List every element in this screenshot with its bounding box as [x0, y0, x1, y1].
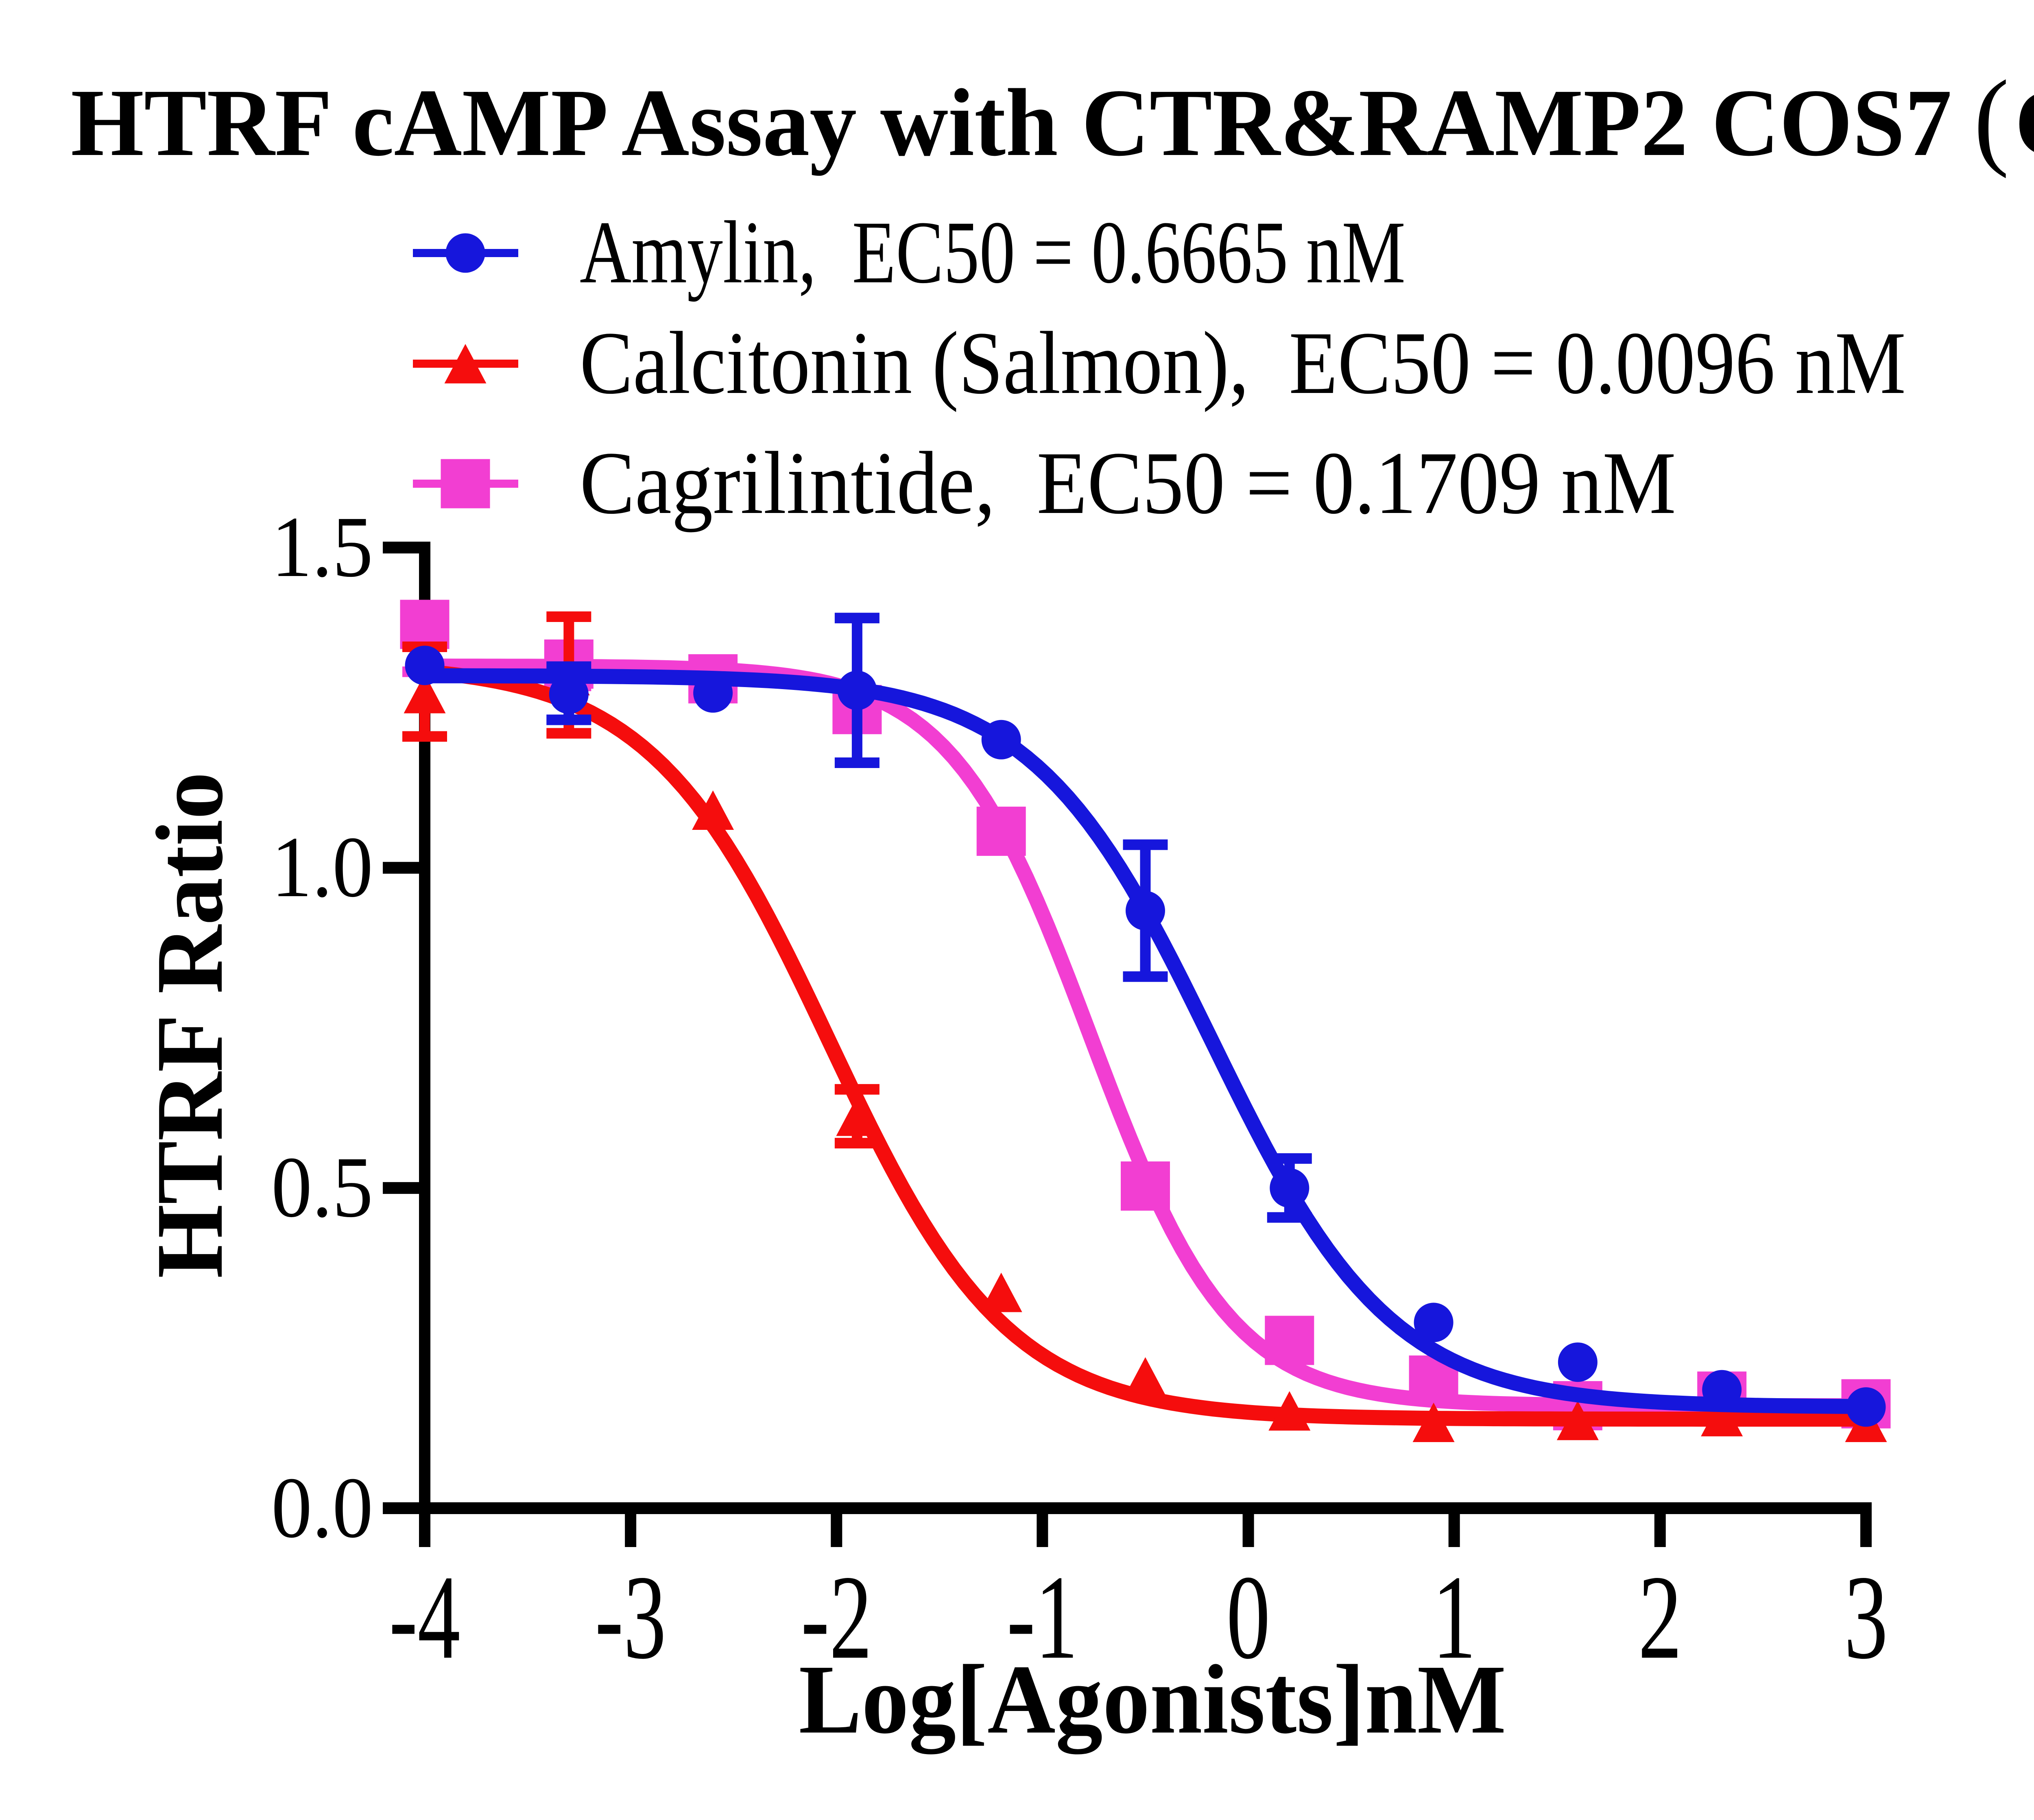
svg-text:Log[Agonists]nM: Log[Agonists]nM — [799, 1644, 1506, 1755]
svg-text:-1: -1 — [1007, 1551, 1078, 1684]
svg-text:Calcitonin (Salmon), EC50 = 0: Calcitonin (Salmon), EC50 = 0.0096 nM — [580, 313, 1906, 412]
svg-text:-4: -4 — [389, 1551, 460, 1684]
svg-text:-2: -2 — [801, 1551, 872, 1684]
svg-text:1.0: 1.0 — [271, 819, 373, 915]
svg-text:0.5: 0.5 — [271, 1139, 373, 1235]
svg-text:HTRF cAMP Assay with CTR&RAMP2: HTRF cAMP Assay with CTR&RAMP2 COS7(C42) — [71, 58, 2034, 179]
svg-text:1.5: 1.5 — [271, 499, 373, 595]
svg-text:0: 0 — [1227, 1551, 1270, 1684]
svg-text:HTRF Ratio: HTRF Ratio — [137, 772, 242, 1279]
svg-text:0.0: 0.0 — [271, 1460, 373, 1556]
svg-text:Amylin, EC50 = 0.6665 nM: Amylin, EC50 = 0.6665 nM — [580, 203, 1405, 302]
svg-text:1: 1 — [1432, 1551, 1476, 1684]
svg-text:Cagrilintide, EC50 = 0.1709 n: Cagrilintide, EC50 = 0.1709 nM — [580, 433, 1676, 532]
svg-text:-3: -3 — [595, 1551, 666, 1684]
svg-text:2: 2 — [1638, 1551, 1682, 1684]
svg-text:3: 3 — [1844, 1551, 1888, 1684]
